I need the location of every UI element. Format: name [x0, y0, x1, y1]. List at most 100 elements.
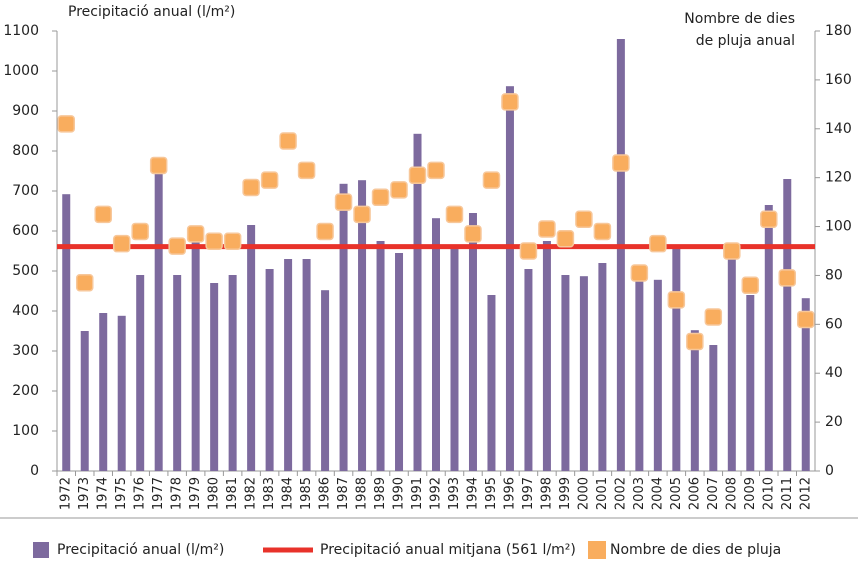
- marker: [186, 225, 205, 243]
- bar: [468, 213, 477, 471]
- x-tick-label: 1983: [262, 477, 277, 510]
- x-tick-label: 1972: [59, 477, 74, 510]
- x-tick-label: 1976: [133, 477, 148, 510]
- bar: [450, 247, 459, 471]
- y2-tick-label: 100: [825, 219, 852, 235]
- x-tick-label: 2001: [595, 477, 610, 510]
- bar: [690, 330, 699, 471]
- legend-label: Precipitació anual (l/m²): [57, 542, 224, 558]
- bar: [561, 275, 570, 471]
- y2-tick-label: 0: [825, 463, 834, 479]
- x-tick-label: 1984: [281, 477, 296, 510]
- x-tick-label: 2000: [576, 477, 591, 510]
- marker: [519, 242, 538, 260]
- y-tick-label: 1100: [3, 23, 39, 39]
- y-tick-label: 800: [12, 143, 39, 159]
- bar: [672, 247, 681, 471]
- y-tick-label: 100: [12, 423, 39, 439]
- y-tick-label: 300: [12, 343, 39, 359]
- x-tick-label: 1987: [336, 477, 351, 510]
- x-tick-label: 1985: [299, 477, 314, 510]
- marker: [741, 276, 760, 294]
- marker: [538, 220, 556, 238]
- marker: [371, 188, 390, 206]
- bar: [358, 180, 367, 471]
- bar: [117, 315, 126, 471]
- y-tick-label: 0: [30, 463, 39, 479]
- bar: [598, 263, 607, 471]
- bar: [395, 253, 404, 471]
- bar: [321, 290, 330, 471]
- x-tick-label: 1988: [355, 477, 370, 510]
- marker: [667, 291, 686, 309]
- y2-tick-label: 160: [825, 72, 852, 88]
- bar: [247, 225, 256, 471]
- bar: [173, 275, 182, 471]
- y-tick-label: 400: [12, 303, 39, 319]
- x-tick-label: 1996: [502, 477, 517, 510]
- bar: [339, 183, 348, 472]
- x-tick-label: 2008: [724, 477, 739, 510]
- x-tick-label: 1973: [77, 477, 92, 510]
- bar: [709, 345, 718, 471]
- marker: [390, 181, 408, 199]
- marker: [501, 93, 519, 111]
- x-tick-label: 1991: [410, 477, 425, 510]
- bar: [99, 313, 108, 471]
- x-tick-label: 1978: [170, 477, 185, 510]
- marker: [630, 264, 649, 282]
- x-tick-label: 1993: [447, 477, 462, 510]
- bar: [284, 259, 293, 471]
- marker: [445, 205, 464, 224]
- y-axis-label: Precipitació anual (l/m²): [68, 4, 235, 20]
- marker: [242, 178, 260, 197]
- bar: [505, 86, 514, 471]
- marker: [464, 225, 482, 243]
- y2-tick-label: 120: [825, 170, 852, 186]
- marker: [223, 232, 242, 250]
- marker: [556, 230, 575, 248]
- bar: [524, 269, 533, 471]
- x-tick-label: 1982: [244, 477, 259, 510]
- x-tick-label: 1980: [207, 477, 222, 510]
- y-tick-label: 200: [12, 383, 39, 399]
- y2-tick-label: 80: [825, 267, 843, 283]
- marker: [593, 222, 612, 241]
- marker: [686, 332, 704, 351]
- y2-axis-label: Nombre de dies: [684, 11, 795, 27]
- y2-tick-label: 40: [825, 365, 843, 381]
- marker: [112, 234, 131, 253]
- x-tick-label: 2006: [687, 477, 702, 510]
- x-tick-label: 1977: [151, 477, 166, 510]
- x-tick-label: 1990: [392, 477, 407, 510]
- x-tick-label: 1981: [225, 477, 240, 510]
- y2-tick-label: 140: [825, 121, 852, 137]
- bar: [487, 295, 496, 471]
- marker: [612, 154, 630, 172]
- marker: [427, 161, 445, 180]
- bar: [210, 283, 219, 471]
- x-tick-label: 1992: [429, 477, 444, 510]
- x-tick-label: 1994: [465, 477, 480, 510]
- x-tick-label: 1999: [558, 477, 573, 510]
- x-tick-label: 2011: [780, 477, 795, 510]
- marker: [205, 232, 223, 250]
- y2-tick-label: 60: [825, 316, 843, 332]
- marker: [260, 171, 279, 189]
- bar: [228, 275, 237, 471]
- marker: [279, 132, 297, 150]
- x-tick-label: 2007: [706, 477, 721, 510]
- bar: [154, 167, 163, 471]
- x-tick-label: 1974: [96, 477, 111, 510]
- y-tick-label: 700: [12, 183, 39, 199]
- marker: [149, 156, 168, 175]
- legend-label: Precipitació anual mitjana (561 l/m²): [320, 542, 576, 558]
- bar: [727, 258, 736, 471]
- bar: [783, 179, 792, 471]
- bar: [653, 279, 662, 471]
- legend-swatch: [588, 541, 606, 559]
- x-tick-label: 1998: [539, 477, 554, 510]
- marker: [778, 269, 797, 287]
- y-tick-label: 600: [12, 223, 39, 239]
